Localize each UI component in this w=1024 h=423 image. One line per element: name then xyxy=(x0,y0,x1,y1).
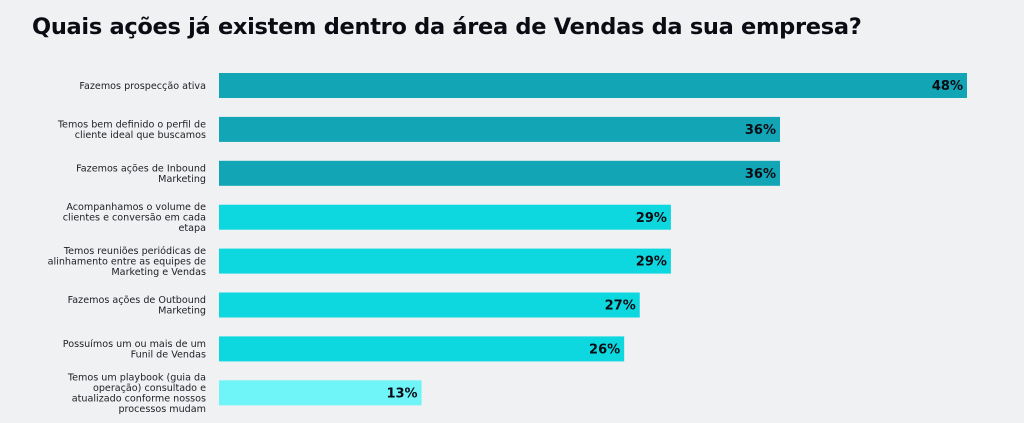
category-label: Fazemos prospecção ativa xyxy=(79,81,206,92)
category-label-line: Temos um playbook (guia da xyxy=(67,372,206,383)
bar xyxy=(219,380,422,406)
bar-group: 29% Temos reuniões periódicas de alinhamen… xyxy=(48,245,671,278)
bar xyxy=(219,336,625,362)
category-label-line: Temos bem definido o perfil de xyxy=(57,120,206,131)
category-label-line: Fazemos prospecção ativa xyxy=(79,81,206,92)
value-label: 29% xyxy=(636,255,667,270)
category-label-line: Temos reuniões periódicas de xyxy=(63,245,206,257)
bar-group: 36% Fazemos ações de Inbound Marketing xyxy=(76,160,780,186)
category-label-line: alinhamento entre as equipes de xyxy=(48,257,206,268)
bar xyxy=(219,248,671,274)
bar-group: 27% Fazemos ações de Outbound Marketing xyxy=(68,292,640,318)
category-label-line: Possuímos um ou mais de um xyxy=(63,338,206,350)
bar-group: 29% Acompanhamos o volume de clientes e co… xyxy=(63,202,671,234)
value-label: 13% xyxy=(386,386,417,401)
bar xyxy=(219,204,671,230)
category-label-line: etapa xyxy=(178,223,206,234)
value-label: 29% xyxy=(636,211,667,226)
value-label: 26% xyxy=(589,343,620,358)
bar-group: 36% Temos bem definido o perfil de cliente… xyxy=(57,116,780,142)
category-label: Temos reuniões periódicas de alinhamento … xyxy=(48,245,206,278)
category-label-line: Marketing xyxy=(158,174,206,185)
category-label-line: Marketing xyxy=(158,306,206,317)
category-label-line: Acompanhamos o volume de xyxy=(66,202,206,213)
value-label: 27% xyxy=(605,299,636,314)
value-label: 36% xyxy=(745,167,776,182)
category-label-line: atualizado conforme nossos xyxy=(72,394,206,405)
category-label-line: cliente ideal que buscamos xyxy=(75,130,206,141)
bar-group: 13% Temos um playbook (guia da operação) c… xyxy=(67,372,422,415)
category-label: Fazemos ações de Inbound Marketing xyxy=(76,163,206,185)
bar-group: 48% Fazemos prospecção ativa xyxy=(79,73,967,98)
value-label: 48% xyxy=(932,79,963,94)
bar xyxy=(219,292,640,318)
category-label-line: clientes e conversão em cada xyxy=(63,213,206,224)
bar-group: 26% Possuímos um ou mais de um Funil de Ve… xyxy=(63,336,625,362)
category-label-line: Fazemos ações de Outbound xyxy=(68,295,206,306)
category-label: Temos bem definido o perfil de cliente id… xyxy=(57,120,206,142)
bar xyxy=(219,160,780,186)
category-label-line: Funil de Vendas xyxy=(131,350,206,361)
category-label: Fazemos ações de Outbound Marketing xyxy=(68,295,206,317)
bar xyxy=(219,116,780,142)
bar xyxy=(219,73,967,98)
category-label-line: Fazemos ações de Inbound xyxy=(76,163,206,174)
category-label: Possuímos um ou mais de um Funil de Venda… xyxy=(63,338,206,361)
value-label: 36% xyxy=(745,123,776,138)
category-label-line: processos mudam xyxy=(118,404,206,415)
category-label-line: Marketing e Vendas xyxy=(111,267,206,278)
category-label: Temos um playbook (guia da operação) cons… xyxy=(67,372,206,415)
category-label: Acompanhamos o volume de clientes e conve… xyxy=(63,202,206,234)
chart-title: Quais ações já existem dentro da área de… xyxy=(32,14,862,40)
category-label-line: operação) consultado e xyxy=(93,383,206,394)
